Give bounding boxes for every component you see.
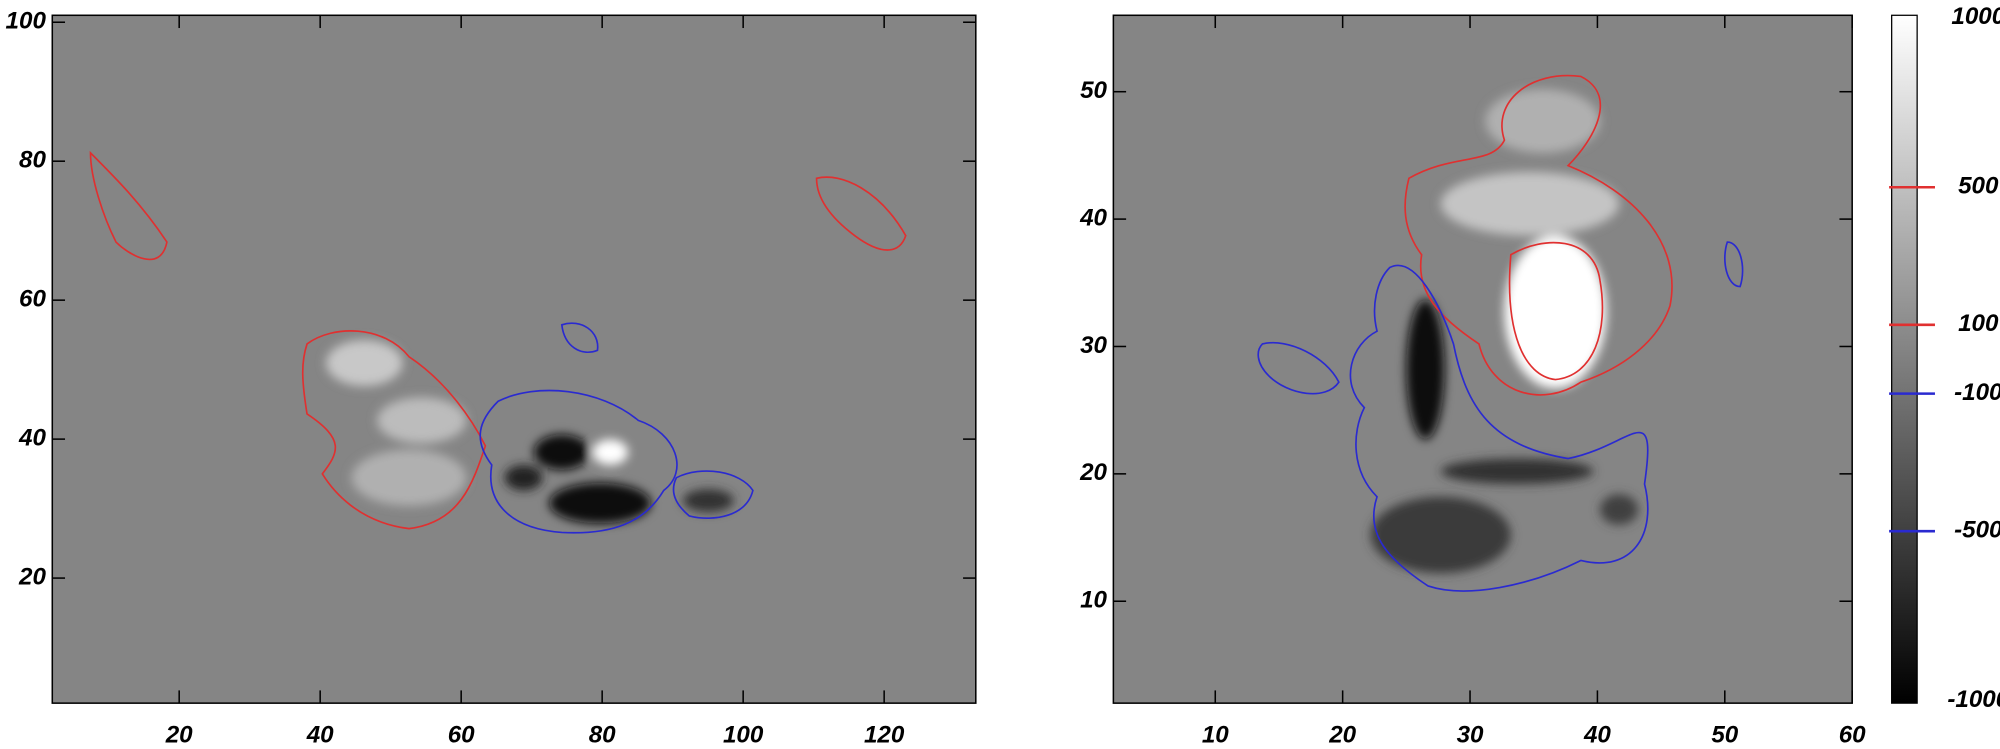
y-tick-label: 100 xyxy=(6,8,47,35)
x-tick-label: 60 xyxy=(448,722,475,749)
x-tick-label: 20 xyxy=(165,722,193,749)
x-tick-label: 120 xyxy=(864,722,905,749)
y-tick-label: 60 xyxy=(19,286,46,313)
x-tick-label: 60 xyxy=(1839,722,1866,749)
y-tick-label: 20 xyxy=(1079,459,1107,486)
y-tick-label: 40 xyxy=(1079,204,1107,231)
y-tick-label: 10 xyxy=(1080,587,1107,614)
colorbar-tick-label: 100 xyxy=(1958,310,1999,337)
magnetogram-right xyxy=(1113,15,1853,704)
x-tick-label: 50 xyxy=(1711,722,1738,749)
magnetogram-left xyxy=(52,15,976,704)
colorbar xyxy=(1891,14,1918,704)
x-tick-label: 20 xyxy=(1328,722,1356,749)
colorbar-tick-label: -1000 xyxy=(1947,686,2000,713)
x-tick-label: 10 xyxy=(1202,722,1229,749)
colorbar-tick-label: 1000 xyxy=(1951,3,2000,30)
plot-frame xyxy=(1112,14,1853,704)
colorbar-tick-label: -500 xyxy=(1954,517,2000,544)
y-tick-label: 40 xyxy=(18,425,46,452)
x-tick-label: 80 xyxy=(589,722,616,749)
x-tick-label: 30 xyxy=(1457,722,1484,749)
y-tick-label: 50 xyxy=(1080,77,1107,104)
y-tick-label: 20 xyxy=(18,563,46,590)
plot-frame xyxy=(51,14,977,704)
x-tick-label: 100 xyxy=(723,722,764,749)
colorbar-tick-label: -100 xyxy=(1954,379,2000,406)
y-tick-label: 30 xyxy=(1080,332,1107,359)
x-tick-label: 40 xyxy=(1583,722,1611,749)
x-tick-label: 40 xyxy=(306,722,334,749)
y-tick-label: 80 xyxy=(19,147,46,174)
colorbar-tick-label: 500 xyxy=(1958,173,1999,200)
